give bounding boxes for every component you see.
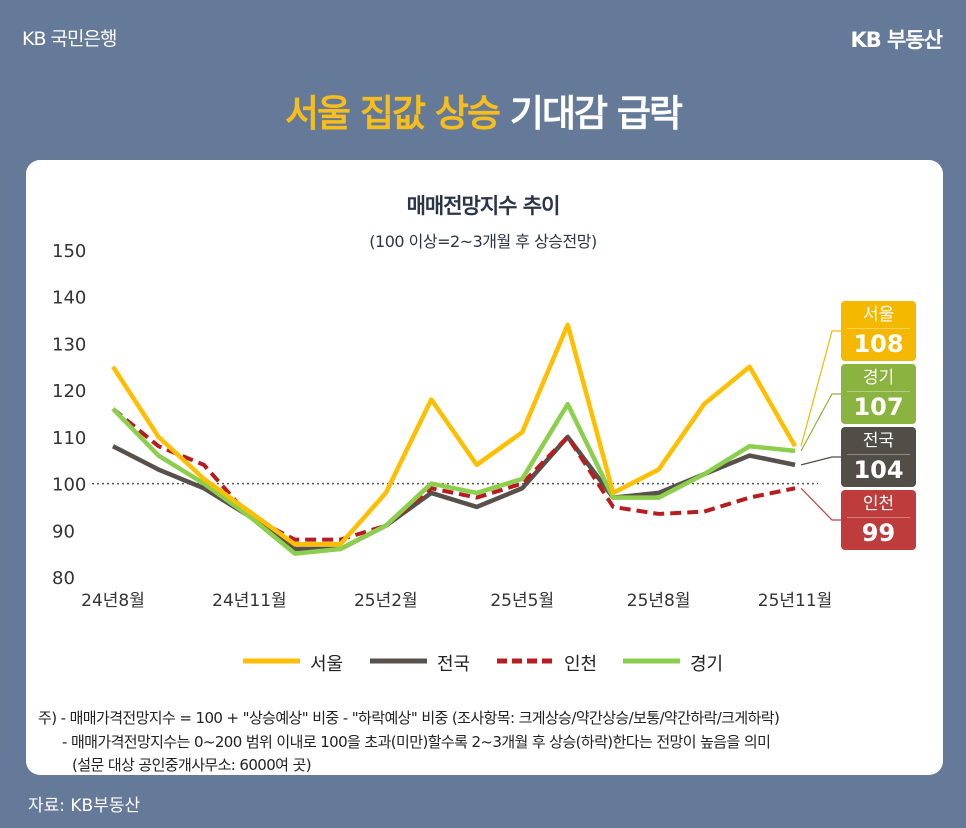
leader-line (800, 330, 841, 447)
footnote-2: - 매매가격전망지수는 0~200 범위 이내로 100을 초과(미만)할수록 … (62, 733, 771, 751)
y-tick-label: 140 (52, 288, 86, 309)
leader-line (800, 456, 841, 466)
value-box-value: 104 (853, 456, 904, 484)
y-tick-label: 120 (52, 381, 86, 402)
y-tick-label: 150 (52, 241, 86, 262)
title-highlight: 서울 집값 상승 (285, 92, 501, 135)
series-line-경기 (111, 401, 796, 556)
legend-label: 서울 (310, 654, 344, 675)
y-tick-label: 90 (52, 521, 75, 542)
chart-subtitle: (100 이상=2~3개월 후 상승전망) (369, 232, 597, 251)
series-line-인천 (111, 407, 796, 542)
leader-line (800, 393, 841, 452)
value-box: 전국 104 (841, 427, 916, 487)
value-box-value: 108 (853, 330, 904, 358)
value-box-name: 서울 (847, 301, 910, 329)
value-box-name: 전국 (847, 427, 910, 455)
value-box-name: 인천 (847, 490, 910, 518)
value-box: 인천 99 (841, 490, 916, 550)
x-tick-label: 24년8월 (81, 591, 145, 611)
source-note: 자료: KB부동산 (28, 796, 141, 816)
y-tick-label: 100 (52, 475, 86, 496)
series-line-서울 (111, 322, 798, 547)
legend-label: 인천 (564, 654, 598, 675)
x-tick-label: 25년11월 (758, 591, 833, 611)
footnote-1: 주) - 매매가격전망지수 = 100 + "상승예상" 비중 - "하락예상"… (38, 709, 780, 727)
value-box-value: 107 (853, 393, 904, 421)
value-box: 경기 107 (841, 364, 916, 424)
value-box: 서울 108 (841, 301, 916, 361)
value-box-name: 경기 (847, 364, 910, 392)
leader-line (800, 487, 841, 521)
y-tick-label: 80 (52, 568, 75, 589)
x-tick-label: 24년11월 (212, 591, 287, 611)
legend-label: 경기 (690, 654, 724, 675)
x-tick-label: 25년8월 (627, 591, 691, 611)
title-rest: 기대감 급락 (509, 92, 683, 135)
y-tick-label: 110 (52, 428, 86, 449)
y-tick-label: 130 (52, 334, 86, 355)
page-title: 서울 집값 상승 기대감 급락 (0, 83, 966, 137)
chart-title: 매매전망지수 추이 (406, 194, 561, 218)
x-tick-label: 25년5월 (490, 591, 554, 611)
kb-real-estate-logo: KB 부동산 (850, 28, 943, 52)
kb-kookmin-bank-logo: KB 국민은행 (22, 28, 117, 50)
x-tick-label: 25년2월 (354, 591, 418, 611)
footnote-3: (설문 대상 공인중개사무소: 6000여 곳) (72, 756, 312, 774)
value-box-value: 99 (861, 519, 896, 547)
legend-label: 전국 (437, 654, 471, 675)
